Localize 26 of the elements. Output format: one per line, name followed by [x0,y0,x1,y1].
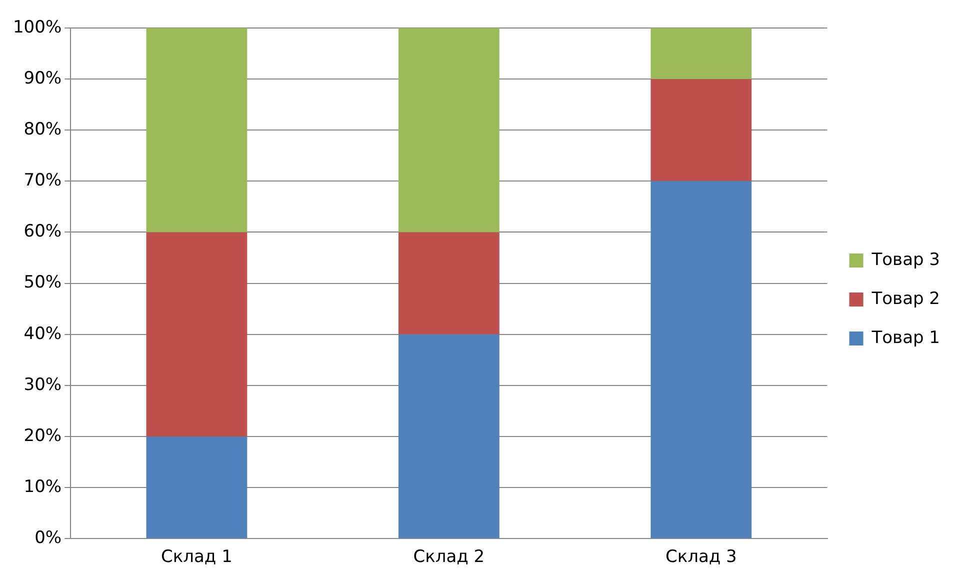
bar [398,334,500,538]
legend-label: Товар 1 [870,328,940,348]
y-tick-label: 40% [24,324,62,344]
x-tick-label: Склад 2 [413,547,485,568]
bar [146,28,248,232]
y-tick-label: 10% [24,476,62,497]
bar [146,436,248,538]
y-tick-label: 30% [24,374,62,395]
bar [650,181,752,538]
y-tick-label: 20% [24,426,62,446]
y-tick-label: 50% [24,272,62,293]
bar [650,28,752,80]
legend-label: Товар 3 [870,250,940,270]
bar [398,28,500,232]
y-tick-label: 70% [24,170,62,191]
x-tick-label: Склад 3 [665,547,737,568]
bar [398,232,500,334]
y-tick-label: 100% [12,17,62,38]
x-tick-label: Склад 1 [161,547,232,568]
y-tick-label: 80% [24,120,62,140]
legend-label: Товар 2 [870,288,940,309]
y-tick-label: 0% [34,528,62,548]
bar [650,79,752,182]
bar [146,232,248,436]
y-tick-label: 90% [24,68,62,88]
y-tick-label: 60% [24,222,62,242]
